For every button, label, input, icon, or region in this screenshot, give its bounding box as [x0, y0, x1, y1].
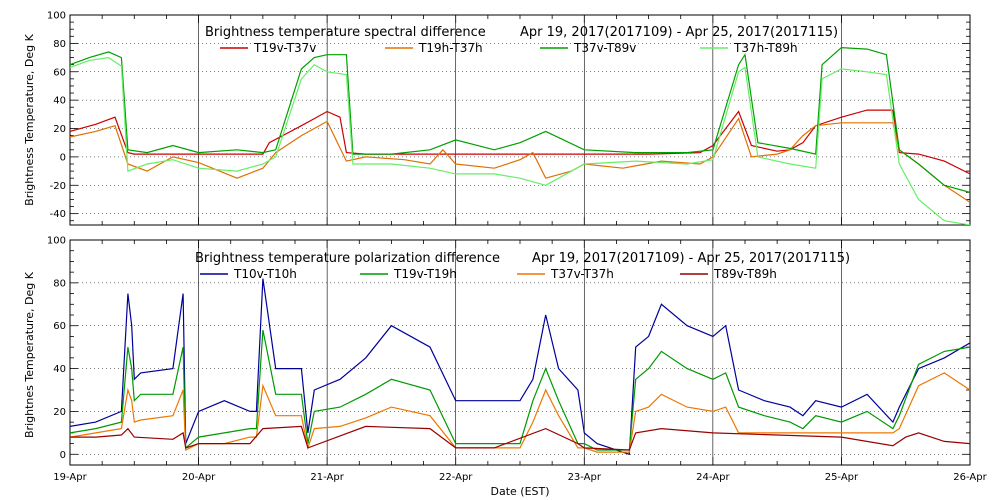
legend-label: T37h-T89h	[733, 41, 798, 55]
x-tick-label: 20-Apr	[182, 472, 216, 483]
y-tick-label: 20	[53, 407, 66, 418]
y-tick-label: 0	[60, 152, 66, 163]
y-tick-label: 60	[53, 321, 66, 332]
series-line-t89v-t89h	[70, 425, 970, 451]
series-line-t37v-t37h	[70, 372, 970, 453]
spectral-y-axis-label: Brightness Temperature, Deg K	[23, 33, 36, 205]
series-line-t19v-t37v	[70, 109, 970, 175]
x-tick-label: 26-Apr	[953, 472, 987, 483]
y-tick-label: 40	[53, 364, 66, 375]
y-tick-label: 100	[47, 11, 66, 22]
legend-label: T19v-T19h	[393, 267, 457, 281]
x-tick-label: 22-Apr	[439, 472, 473, 483]
y-tick-label: -20	[50, 181, 66, 192]
y-tick-label: 40	[53, 96, 66, 107]
legend-label: T19v-T37v	[253, 41, 316, 55]
x-tick-label: 21-Apr	[310, 472, 344, 483]
x-tick-label: 19-Apr	[53, 472, 87, 483]
series-line-t37h-t89h	[70, 56, 970, 225]
x-axis-title: Date (EST)	[490, 485, 549, 498]
y-tick-label: 0	[60, 450, 66, 461]
x-axis-tick-labels: 19-Apr 20-Apr 21-Apr 22-Apr 23-Apr 24-Apr 25-A…	[53, 472, 987, 483]
polarization-difference-panel: Brightness temperature polarization diff…	[23, 236, 971, 466]
x-tick-label: 23-Apr	[568, 472, 602, 483]
polarization-y-axis-label: Brightnes Temperature, Deg K	[23, 271, 36, 438]
y-tick-label: 80	[53, 278, 66, 289]
series-line-t19v-t19h	[70, 329, 970, 451]
spectral-chart-date-range: Apr 19, 2017(2017109) - Apr 25, 2017(201…	[520, 25, 838, 40]
legend-label: T37v-T37h	[550, 267, 614, 281]
y-tick-label: 60	[53, 67, 66, 78]
spectral-chart-title: Brightness temperature spectral differen…	[205, 25, 486, 40]
series-line-t37v-t89v	[70, 46, 970, 193]
x-tick-label: 24-Apr	[696, 472, 730, 483]
y-tick-label: -40	[50, 209, 66, 220]
spectral-difference-panel: Brightness temperature spectral differen…	[23, 11, 971, 226]
series-line-t19h-t37h	[70, 117, 970, 203]
legend-label: T89v-T89h	[713, 267, 777, 281]
y-tick-label: 80	[53, 39, 66, 50]
x-tick-label: 25-Apr	[825, 472, 859, 483]
polarization-chart-title: Brightness temperature polarization diff…	[195, 251, 500, 266]
series-line-t10v-t10h	[70, 278, 970, 456]
plot-frame	[69, 14, 971, 226]
legend-label: T19h-T37h	[418, 41, 483, 55]
legend-label: T37v-T89v	[573, 41, 636, 55]
y-tick-label: 20	[53, 124, 66, 135]
polarization-chart-date-range: Apr 19, 2017(2017109) - Apr 25, 2017(201…	[532, 251, 850, 266]
legend-label: T10v-T10h	[233, 267, 297, 281]
y-tick-label: 100	[47, 236, 66, 247]
